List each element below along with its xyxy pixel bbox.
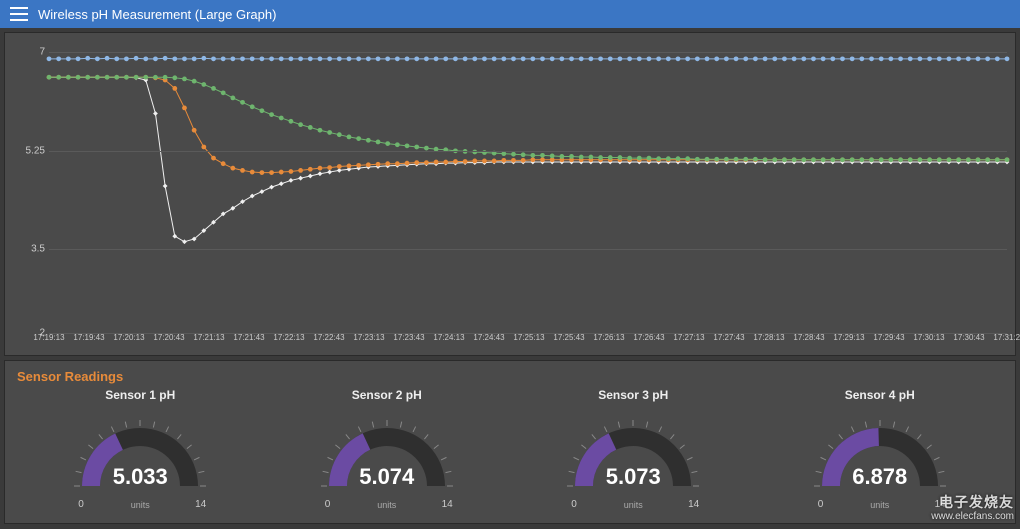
watermark: 电子发烧友 www.elecfans.com — [931, 494, 1014, 523]
gauge-label: Sensor 2 pH — [287, 388, 487, 402]
gauge-body: 5.073 0 units 14 — [553, 406, 713, 496]
titlebar: Wireless pH Measurement (Large Graph) — [0, 0, 1020, 28]
x-tick-label: 17:28:43 — [793, 333, 824, 342]
gauge-max: 14 — [688, 499, 699, 510]
x-tick-label: 17:23:43 — [393, 333, 424, 342]
x-tick-label: 17:31:25 — [993, 333, 1020, 342]
content-area: 23.55.257 17:19:1317:19:4317:20:1317:20:… — [0, 28, 1020, 528]
x-tick-label: 17:23:13 — [353, 333, 384, 342]
gauge-value: 6.878 — [800, 464, 960, 490]
gauge-body: 5.033 0 units 14 — [60, 406, 220, 496]
watermark-url: www.elecfans.com — [931, 511, 1014, 523]
x-tick-label: 17:25:43 — [553, 333, 584, 342]
x-tick-label: 17:27:43 — [713, 333, 744, 342]
y-tick-label: 7 — [39, 47, 45, 58]
y-tick-label: 5.25 — [26, 145, 45, 156]
sensor-readings-panel: Sensor Readings Sensor 1 pH 5.033 0 unit… — [4, 360, 1016, 524]
window-title: Wireless pH Measurement (Large Graph) — [38, 7, 276, 22]
gauge-max: 14 — [442, 499, 453, 510]
gauge-sensor-1: Sensor 1 pH 5.033 0 units 14 — [40, 388, 240, 496]
gauges-row: Sensor 1 pH 5.033 0 units 14 Sensor 2 pH… — [17, 388, 1003, 496]
watermark-brand: 电子发烧友 — [931, 494, 1014, 511]
gauge-sensor-2: Sensor 2 pH 5.074 0 units 14 — [287, 388, 487, 496]
x-tick-label: 17:20:43 — [153, 333, 184, 342]
x-tick-label: 17:21:43 — [233, 333, 264, 342]
menu-icon[interactable] — [10, 7, 28, 21]
x-tick-label: 17:29:13 — [833, 333, 864, 342]
gridline — [49, 52, 1007, 53]
gauge-label: Sensor 4 pH — [780, 388, 980, 402]
x-tick-label: 17:21:13 — [193, 333, 224, 342]
x-tick-label: 17:19:43 — [73, 333, 104, 342]
gridline — [49, 249, 1007, 250]
x-tick-label: 17:22:13 — [273, 333, 304, 342]
x-tick-label: 17:29:43 — [873, 333, 904, 342]
x-tick-label: 17:24:13 — [433, 333, 464, 342]
y-axis: 23.55.257 — [5, 33, 49, 331]
gauge-label: Sensor 1 pH — [40, 388, 240, 402]
gauge-label: Sensor 3 pH — [533, 388, 733, 402]
x-tick-label: 17:19:13 — [33, 333, 64, 342]
gauge-body: 5.074 0 units 14 — [307, 406, 467, 496]
series-sensor3 — [47, 75, 1010, 162]
x-tick-label: 17:20:13 — [113, 333, 144, 342]
gauge-value: 5.073 — [553, 464, 713, 490]
x-tick-label: 17:25:13 — [513, 333, 544, 342]
gridline — [49, 151, 1007, 152]
x-tick-label: 17:26:13 — [593, 333, 624, 342]
x-tick-label: 17:24:43 — [473, 333, 504, 342]
readings-title: Sensor Readings — [17, 369, 1003, 384]
chart-panel: 23.55.257 17:19:1317:19:4317:20:1317:20:… — [4, 32, 1016, 356]
x-axis: 17:19:1317:19:4317:20:1317:20:4317:21:13… — [49, 331, 1007, 355]
gauge-value: 5.033 — [60, 464, 220, 490]
gauge-value: 5.074 — [307, 464, 467, 490]
y-tick-label: 3.5 — [31, 243, 45, 254]
gauge-sensor-3: Sensor 3 pH 5.073 0 units 14 — [533, 388, 733, 496]
plot-area[interactable] — [49, 41, 1007, 331]
x-tick-label: 17:30:43 — [953, 333, 984, 342]
x-tick-label: 17:27:13 — [673, 333, 704, 342]
gauge-max: 14 — [195, 499, 206, 510]
x-tick-label: 17:22:43 — [313, 333, 344, 342]
x-tick-label: 17:30:13 — [913, 333, 944, 342]
gauge-sensor-4: Sensor 4 pH 6.878 0 units 14 — [780, 388, 980, 496]
series-sensor4 — [47, 56, 1010, 61]
x-tick-label: 17:26:43 — [633, 333, 664, 342]
gauge-body: 6.878 0 units 14 — [800, 406, 960, 496]
chart-svg — [49, 41, 1007, 331]
x-tick-label: 17:28:13 — [753, 333, 784, 342]
